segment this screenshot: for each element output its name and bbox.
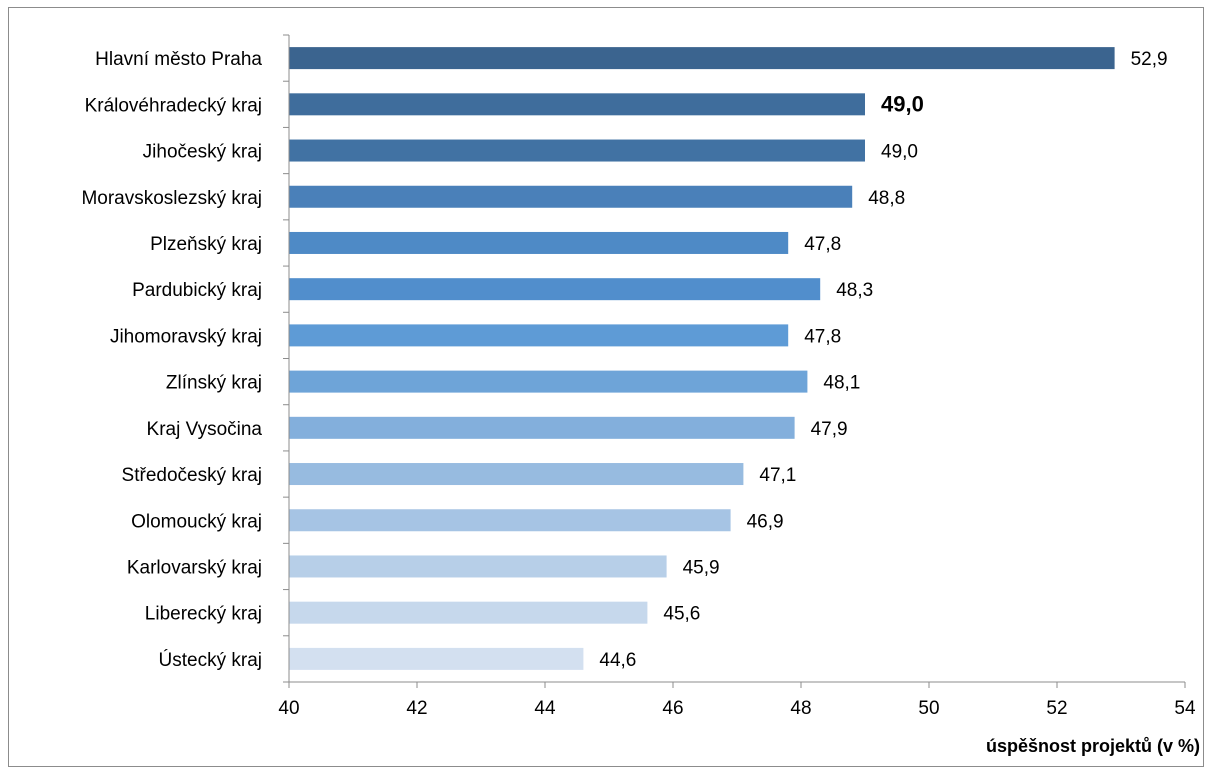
category-label: Středočeský kraj (122, 465, 262, 486)
category-label: Kraj Vysočina (147, 419, 263, 440)
category-label: Olomoucký kraj (131, 511, 262, 532)
x-tick-label: 42 (406, 698, 427, 719)
bars-layer (289, 47, 1115, 670)
category-label: Ústecký kraj (159, 649, 262, 671)
bar (289, 416, 795, 439)
x-axis-title: úspěšnost projektů (v %) (986, 736, 1200, 756)
chart-frame (8, 7, 1204, 767)
data-label: 48,8 (868, 188, 905, 209)
bar (289, 509, 731, 532)
x-tick-label: 54 (1174, 698, 1196, 719)
bar (289, 555, 667, 578)
category-label: Jihomoravský kraj (110, 326, 262, 347)
category-label: Královéhradecký kraj (85, 95, 262, 116)
data-label: 48,3 (836, 280, 873, 301)
bar (289, 278, 821, 301)
category-label: Liberecký kraj (145, 604, 262, 625)
category-label: Hlavní město Praha (95, 49, 262, 70)
data-label: 45,9 (683, 557, 720, 578)
category-label: Pardubický kraj (132, 280, 262, 301)
x-tick-label: 52 (1046, 698, 1067, 719)
bar (289, 601, 648, 624)
data-label: 48,1 (823, 373, 860, 394)
data-label: 45,6 (663, 604, 700, 625)
data-label: 49,0 (881, 91, 924, 116)
bar (289, 185, 853, 208)
bar (289, 463, 744, 486)
data-label: 47,1 (759, 465, 796, 486)
x-tick-label: 44 (534, 698, 556, 719)
bar (289, 324, 789, 347)
data-label: 49,0 (881, 142, 918, 163)
data-label: 47,8 (804, 326, 841, 347)
data-label: 47,8 (804, 234, 841, 255)
category-label: Plzeňský kraj (150, 234, 262, 255)
category-label: Jihočeský kraj (143, 142, 262, 163)
x-tick-label: 46 (662, 698, 683, 719)
data-label: 46,9 (747, 511, 784, 532)
bar (289, 139, 865, 162)
x-tick-label: 48 (790, 698, 811, 719)
bar (289, 647, 584, 670)
category-label: Karlovarský kraj (127, 557, 262, 578)
category-label: Zlínský kraj (166, 373, 262, 394)
x-tick-label: 40 (278, 698, 299, 719)
data-label: 47,9 (811, 419, 848, 440)
bar (289, 93, 865, 116)
data-label: 44,6 (599, 650, 636, 671)
bar (289, 231, 789, 254)
bar (289, 47, 1115, 70)
bar (289, 370, 808, 393)
data-label: 52,9 (1131, 49, 1168, 70)
axis-layer: 40 42 44 46 48 50 52 54 Hlavní město Praha 52,9 Kr… (81, 34, 1196, 719)
category-label: Moravskoslezský kraj (81, 188, 262, 209)
x-tick-label: 50 (918, 698, 939, 719)
